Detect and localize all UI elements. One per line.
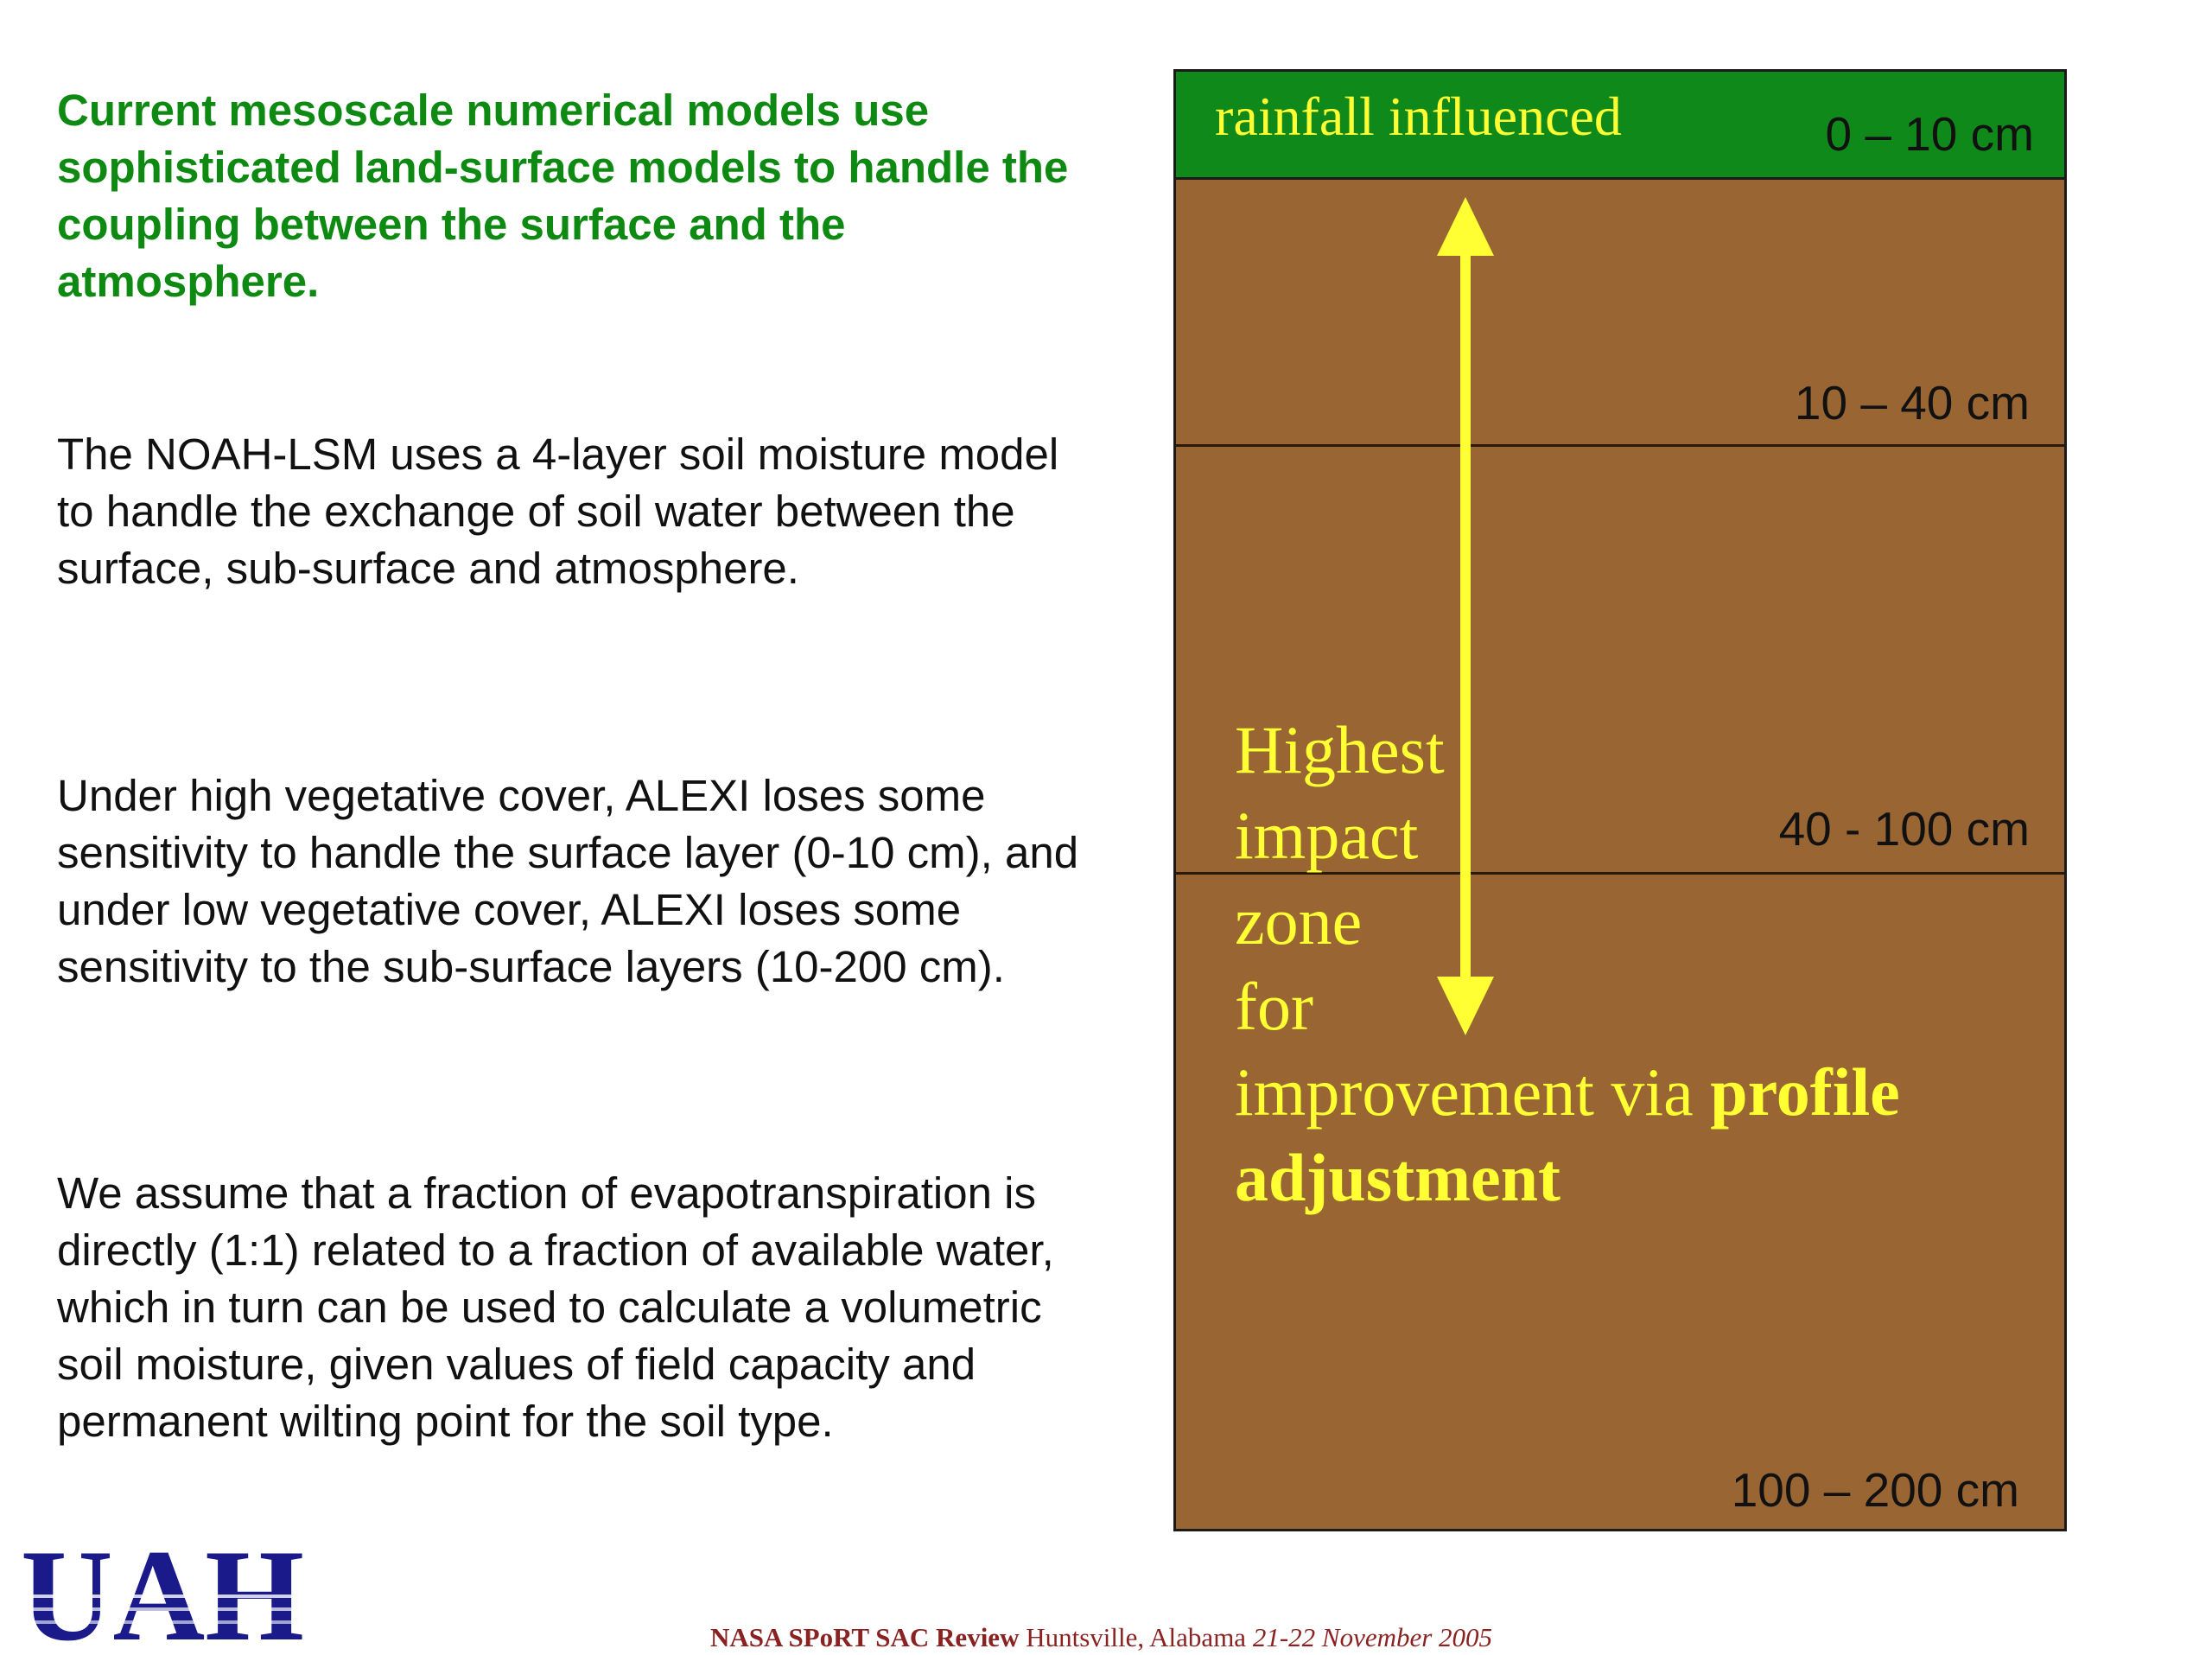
- zone-label-line: for: [1235, 969, 1313, 1044]
- rainfall-band: rainfall influenced 0 – 10 cm: [1176, 72, 2064, 180]
- soil-profile-diagram: rainfall influenced 0 – 10 cm 10 – 40 cm…: [1173, 69, 2067, 1531]
- zone-label-bold: profile: [1710, 1054, 1900, 1130]
- layer-depth-label: 0 – 10 cm: [1825, 107, 2034, 161]
- layer-depth-label: 40 - 100 cm: [1778, 802, 2030, 856]
- layer-depth-label: 100 – 200 cm: [1731, 1463, 2019, 1517]
- svg-text:UAH: UAH: [21, 1543, 304, 1655]
- layer-divider: [1176, 872, 2064, 875]
- zone-label-plain: improvement via: [1235, 1054, 1711, 1130]
- zone-label-line: zone: [1235, 883, 1363, 958]
- zone-label-line: Highest: [1235, 712, 1445, 787]
- evapotranspiration-paragraph: We assume that a fraction of evapotransp…: [57, 1168, 1054, 1446]
- footer-date: 21-22 November 2005: [1252, 1622, 1493, 1652]
- rainfall-influenced-label: rainfall influenced: [1215, 86, 1622, 147]
- zone-label-line: impact: [1235, 798, 1419, 873]
- footer-event: NASA SPoRT SAC Review: [710, 1622, 1020, 1652]
- intro-heading: Current mesoscale numerical models use s…: [57, 86, 1069, 306]
- highest-impact-zone-label: Highest impact zone for improvement via …: [1235, 707, 2064, 1220]
- noah-lsm-paragraph: The NOAH-LSM uses a 4-layer soil moistur…: [57, 430, 1059, 593]
- left-text-column: Current mesoscale numerical models use s…: [57, 82, 1085, 1446]
- layer-depth-label: 10 – 40 cm: [1794, 376, 2030, 430]
- double-arrow-icon: [1437, 197, 1494, 1035]
- alexi-sensitivity-paragraph: Under high vegetative cover, ALEXI loses…: [57, 771, 1079, 991]
- footer-location: Huntsville, Alabama: [1019, 1622, 1253, 1652]
- zone-label-line: improvement via profile: [1235, 1049, 2064, 1135]
- zone-label-line: adjustment: [1235, 1140, 1561, 1215]
- layer-divider: [1176, 444, 2064, 447]
- uah-logo: UAH: [17, 1543, 311, 1655]
- footer-citation: NASA SPoRT SAC Review Huntsville, Alabam…: [710, 1623, 1492, 1652]
